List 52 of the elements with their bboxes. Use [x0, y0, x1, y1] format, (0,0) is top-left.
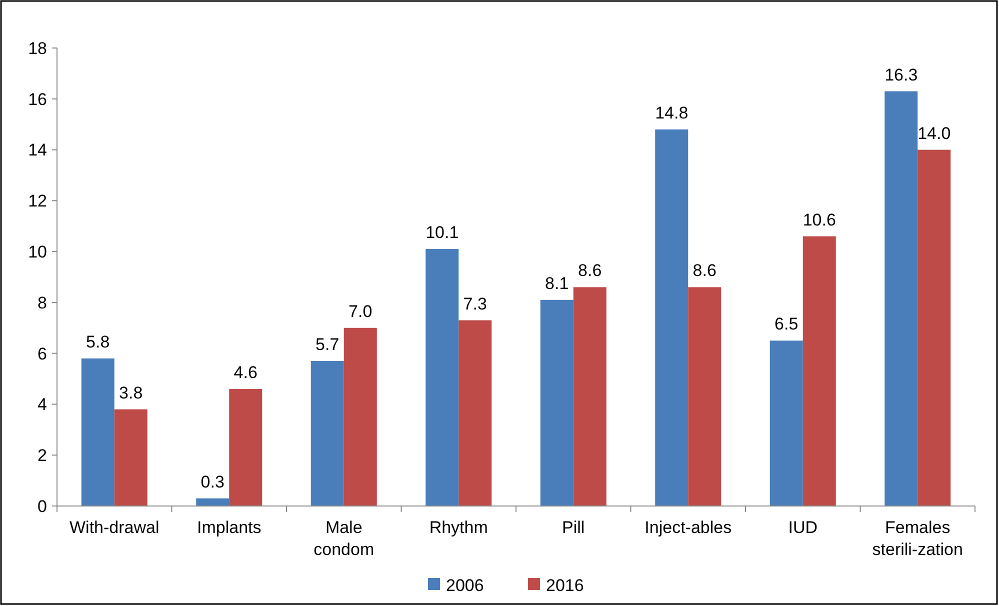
- y-tick-label: 10: [28, 242, 47, 262]
- data-label: 7.0: [348, 302, 372, 321]
- bar: [655, 129, 688, 506]
- x-tick-label: Rhythm: [429, 518, 488, 537]
- bar: [770, 340, 803, 506]
- data-label: 16.3: [884, 65, 918, 84]
- bar: [573, 287, 606, 506]
- bar: [196, 498, 230, 506]
- bar: [884, 91, 918, 506]
- bar: [344, 328, 377, 506]
- x-tick-label: Inject-ables: [644, 518, 732, 537]
- bar: [426, 249, 459, 506]
- bar: [688, 287, 722, 506]
- data-label: 5.8: [86, 332, 110, 352]
- bar: [540, 300, 574, 506]
- x-tick-label: Pill: [562, 518, 585, 537]
- data-label: 10.1: [426, 223, 459, 242]
- y-tick-label: 4: [38, 395, 47, 414]
- legend-label: 2006: [446, 576, 484, 595]
- bar: [918, 150, 951, 506]
- bar: [802, 236, 836, 506]
- y-tick-label: 16: [28, 90, 47, 109]
- data-label: 14.8: [655, 103, 688, 122]
- y-tick-label: 6: [38, 344, 47, 364]
- data-label: 8.1: [545, 274, 569, 293]
- x-tick-label: Females sterili-zation: [872, 518, 963, 559]
- data-label: 0.3: [200, 472, 224, 492]
- y-tick-label: 2: [38, 446, 47, 466]
- data-label: 3.8: [119, 383, 143, 402]
- data-label: 5.7: [316, 334, 340, 354]
- y-tick-label: 8: [38, 293, 47, 312]
- data-label: 8.6: [578, 261, 602, 280]
- y-tick-label: 0: [38, 496, 47, 516]
- x-tick-label: With-drawal: [70, 518, 160, 537]
- x-tick-label: Male condom: [314, 518, 374, 559]
- x-tick-label: Implants: [197, 518, 262, 537]
- bar: [458, 320, 492, 506]
- bar: [229, 388, 262, 506]
- y-tick-label: 18: [28, 38, 47, 58]
- bar: [114, 409, 148, 506]
- legend-label: 2016: [546, 576, 584, 595]
- data-label: 4.6: [234, 362, 258, 382]
- data-label: 10.6: [802, 210, 836, 230]
- x-tick-label: IUD: [788, 518, 818, 537]
- data-label: 14.0: [918, 124, 951, 143]
- y-tick-label: 14: [28, 140, 47, 160]
- bar: [310, 360, 344, 506]
- data-label: 8.6: [692, 261, 716, 280]
- bar: [81, 358, 114, 506]
- data-label: 7.3: [463, 294, 487, 314]
- y-tick-label: 12: [28, 192, 47, 211]
- data-label: 6.5: [774, 314, 798, 334]
